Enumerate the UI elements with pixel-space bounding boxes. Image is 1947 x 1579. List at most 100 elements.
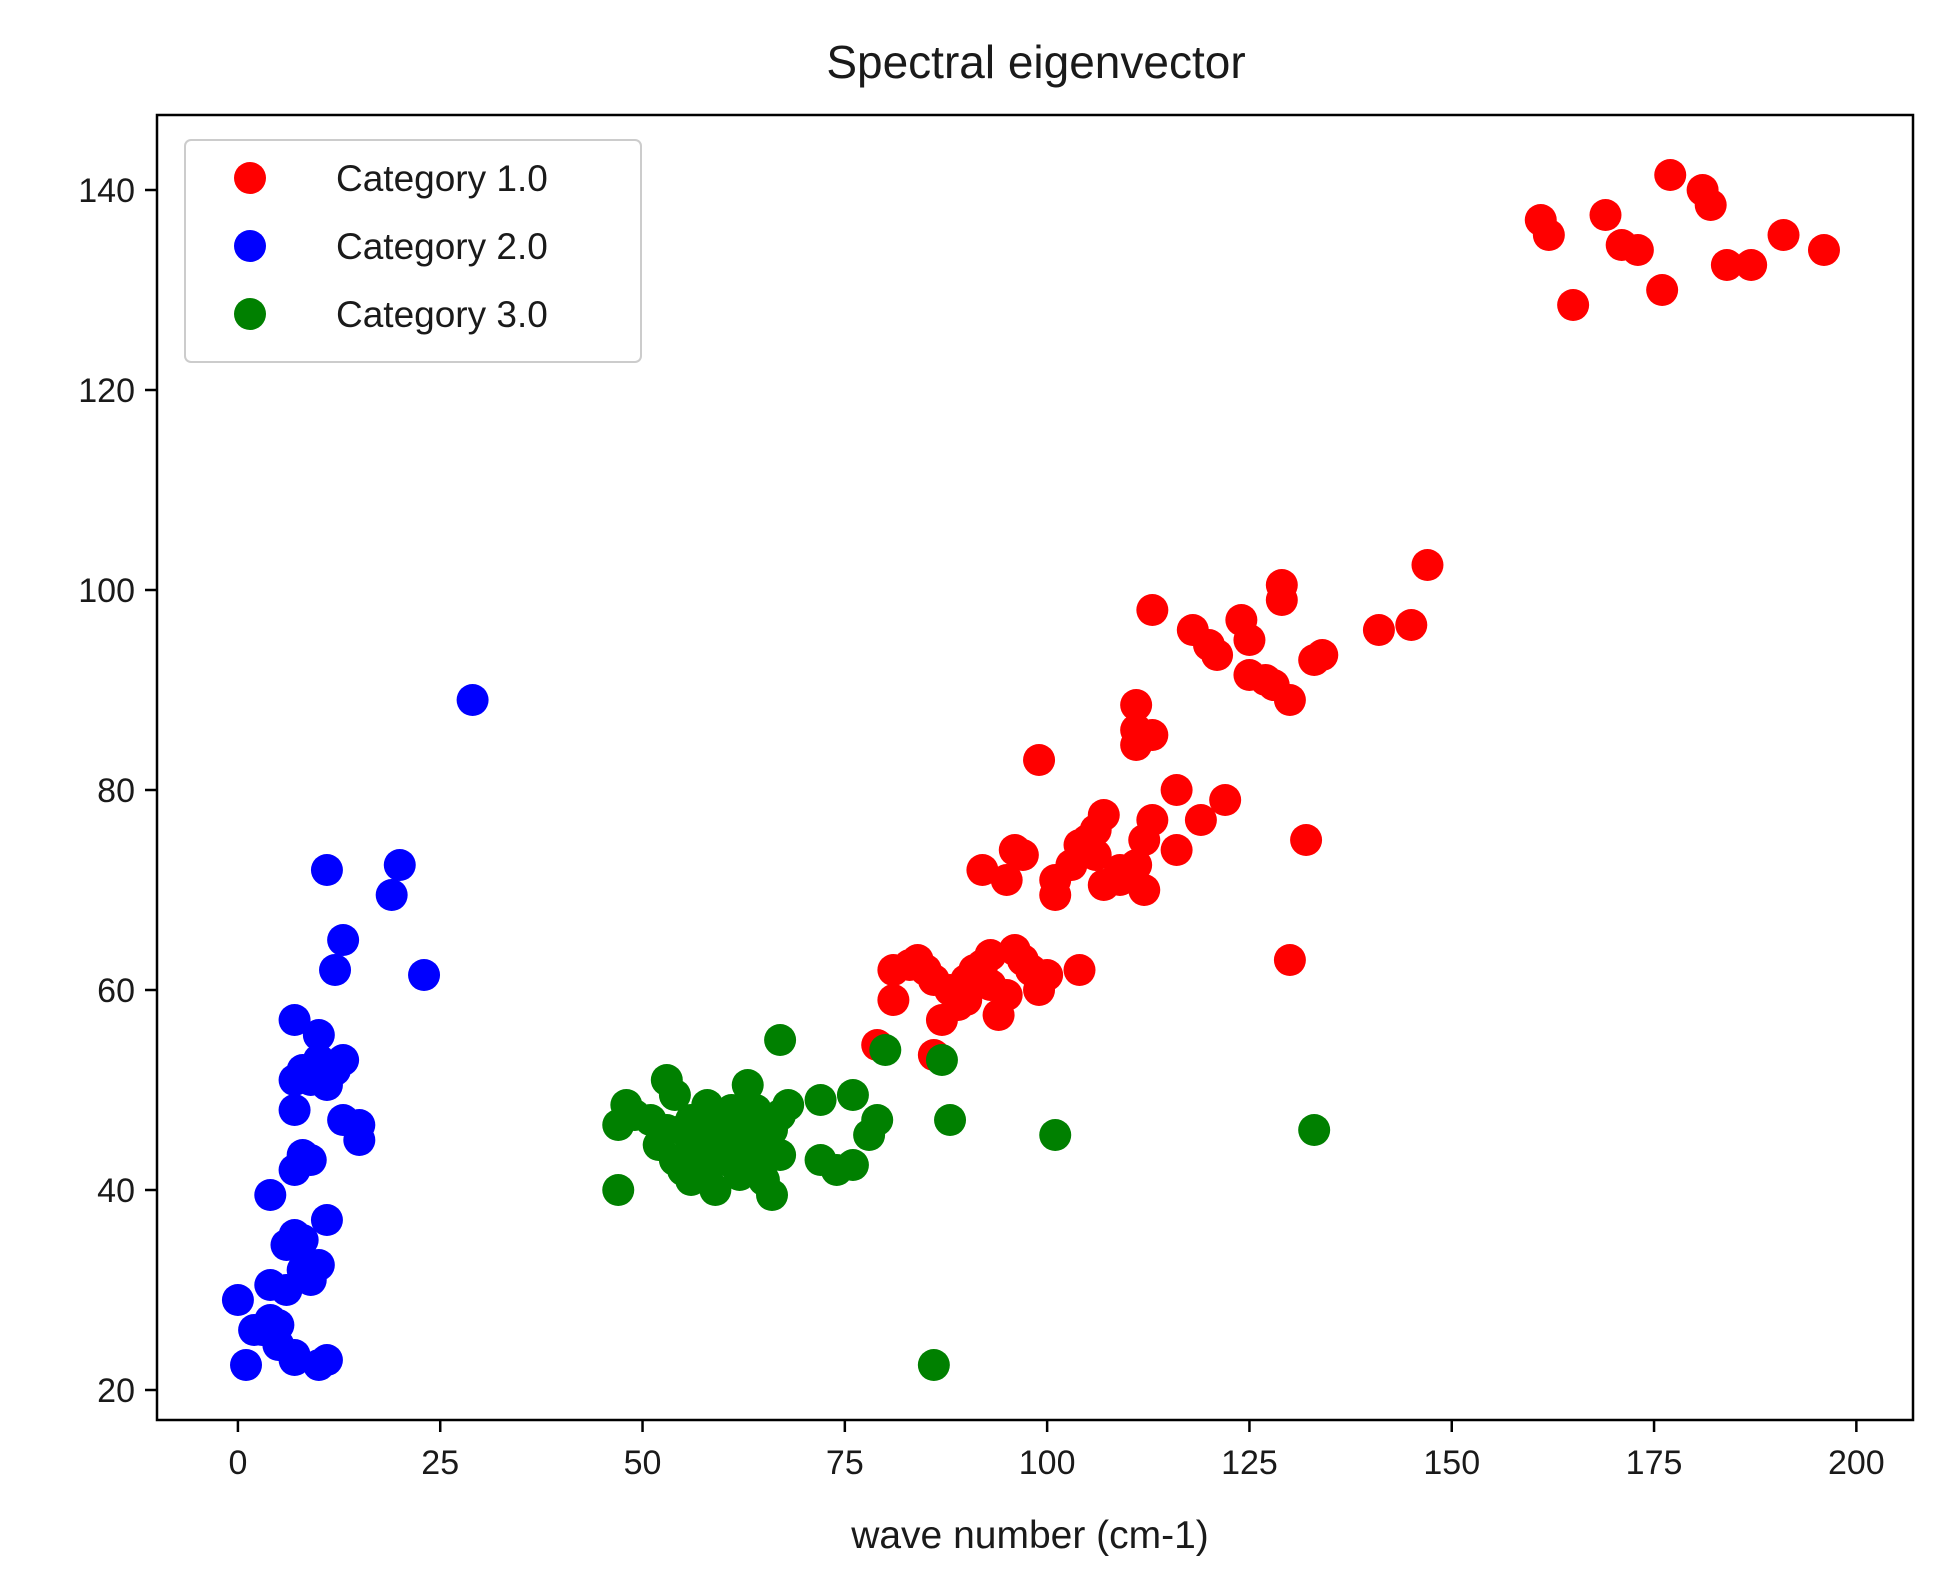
data-point bbox=[990, 864, 1023, 896]
data-point bbox=[1557, 289, 1590, 321]
data-point bbox=[869, 1034, 902, 1066]
data-point bbox=[772, 1089, 805, 1121]
data-point bbox=[877, 984, 910, 1016]
data-point bbox=[861, 1104, 894, 1136]
data-point bbox=[1306, 639, 1339, 671]
data-point bbox=[1589, 199, 1622, 231]
data-point bbox=[1290, 824, 1323, 856]
data-point bbox=[1128, 874, 1161, 906]
data-point bbox=[294, 1144, 327, 1176]
x-axis-label: wave number (cm-1) bbox=[850, 1514, 1209, 1557]
data-point bbox=[1654, 159, 1687, 191]
data-point bbox=[254, 1179, 287, 1211]
data-point bbox=[699, 1174, 732, 1206]
data-point bbox=[1298, 1114, 1331, 1146]
x-axis: 0 25 50 75 100 125 150 175 200 bbox=[228, 1420, 1885, 1482]
data-point bbox=[756, 1179, 789, 1211]
data-point bbox=[1735, 249, 1768, 281]
data-point bbox=[974, 939, 1007, 971]
data-point bbox=[1710, 249, 1743, 281]
data-point bbox=[917, 1349, 950, 1381]
data-points bbox=[221, 159, 1840, 1381]
data-point bbox=[408, 959, 441, 991]
data-point bbox=[327, 924, 360, 956]
legend-marker bbox=[234, 298, 266, 330]
data-point bbox=[1532, 219, 1565, 251]
data-point bbox=[1265, 584, 1298, 616]
y-tick-label: 20 bbox=[97, 1372, 135, 1410]
data-point bbox=[658, 1079, 691, 1111]
data-point bbox=[966, 854, 999, 886]
data-point bbox=[1087, 799, 1120, 831]
y-tick-label: 80 bbox=[97, 772, 135, 810]
data-point bbox=[1160, 834, 1193, 866]
legend-box bbox=[184, 139, 642, 363]
data-point bbox=[278, 1339, 311, 1371]
data-point bbox=[764, 1139, 797, 1171]
x-tick-label: 200 bbox=[1828, 1444, 1885, 1482]
chart-title: Spectral eigenvector bbox=[826, 36, 1245, 88]
data-point bbox=[1201, 639, 1234, 671]
y-tick-label: 40 bbox=[97, 1172, 135, 1210]
data-point bbox=[764, 1024, 797, 1056]
data-point bbox=[1079, 839, 1112, 871]
data-point bbox=[934, 1104, 967, 1136]
data-point bbox=[1136, 719, 1169, 751]
data-point bbox=[1184, 804, 1217, 836]
data-point bbox=[1621, 234, 1654, 266]
data-point bbox=[1807, 234, 1840, 266]
data-point bbox=[836, 1079, 869, 1111]
x-tick-label: 150 bbox=[1423, 1444, 1480, 1482]
legend-marker bbox=[234, 230, 266, 262]
data-point bbox=[375, 879, 408, 911]
data-point bbox=[1395, 609, 1428, 641]
data-point bbox=[1039, 1119, 1072, 1151]
data-point bbox=[1136, 804, 1169, 836]
data-point bbox=[319, 954, 352, 986]
x-tick-label: 0 bbox=[228, 1444, 247, 1482]
data-point bbox=[1233, 624, 1266, 656]
data-point bbox=[1646, 274, 1679, 306]
data-point bbox=[1273, 944, 1306, 976]
legend-label: Category 2.0 bbox=[336, 226, 548, 267]
data-point bbox=[602, 1174, 635, 1206]
data-point bbox=[1023, 964, 1056, 996]
data-point bbox=[1120, 689, 1153, 721]
data-point bbox=[302, 1249, 335, 1281]
data-point bbox=[302, 1019, 335, 1051]
plot-area bbox=[155, 113, 1915, 1422]
legend-marker bbox=[234, 162, 266, 194]
data-point bbox=[278, 1004, 311, 1036]
x-tick-label: 75 bbox=[826, 1444, 864, 1482]
x-tick-label: 100 bbox=[1019, 1444, 1076, 1482]
data-point bbox=[1694, 189, 1727, 221]
data-point bbox=[286, 1224, 319, 1256]
data-point bbox=[383, 849, 416, 881]
data-point bbox=[1160, 774, 1193, 806]
data-point bbox=[990, 979, 1023, 1011]
data-point bbox=[456, 684, 489, 716]
data-point bbox=[1411, 549, 1444, 581]
data-point bbox=[804, 1084, 837, 1116]
y-tick-label: 100 bbox=[78, 572, 135, 610]
x-tick-label: 175 bbox=[1626, 1444, 1683, 1482]
data-point bbox=[278, 1094, 311, 1126]
data-point bbox=[925, 1044, 958, 1076]
y-tick-label: 120 bbox=[78, 372, 135, 410]
data-point bbox=[310, 1344, 343, 1376]
data-point bbox=[1136, 594, 1169, 626]
data-point bbox=[343, 1124, 376, 1156]
data-point bbox=[310, 1204, 343, 1236]
data-point bbox=[230, 1349, 263, 1381]
data-point bbox=[950, 984, 983, 1016]
data-point bbox=[1362, 614, 1395, 646]
y-axis: 20 40 60 80 100 120 140 bbox=[78, 172, 157, 1410]
data-point bbox=[327, 1044, 360, 1076]
data-point bbox=[877, 954, 910, 986]
data-point bbox=[310, 854, 343, 886]
data-point bbox=[731, 1069, 764, 1101]
x-tick-label: 125 bbox=[1221, 1444, 1278, 1482]
legend-label: Category 1.0 bbox=[336, 158, 548, 199]
data-point bbox=[1063, 954, 1096, 986]
data-point bbox=[221, 1284, 254, 1316]
